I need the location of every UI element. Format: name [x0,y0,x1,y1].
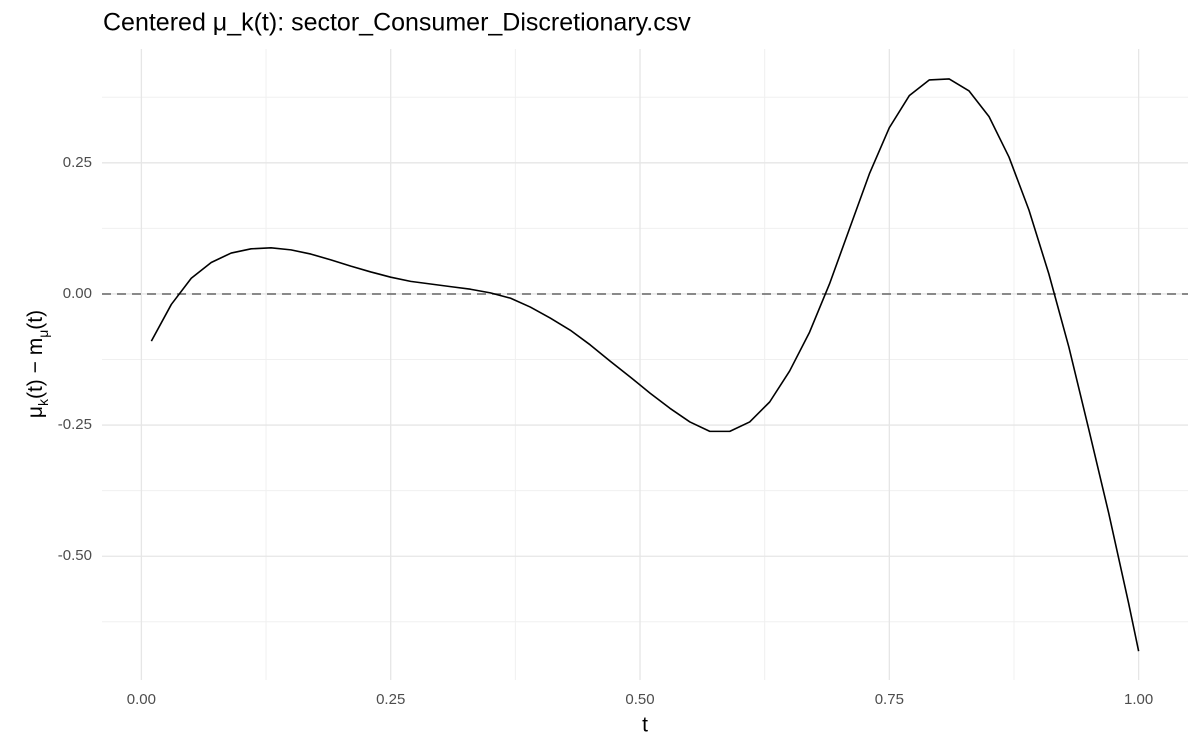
y-axis-title-part: (t) − m [24,338,47,399]
x-tick-label: 0.75 [875,691,904,708]
x-tick-label: 0.25 [376,691,405,708]
x-axis-title: t [642,714,648,737]
x-tick-label: 1.00 [1124,691,1153,708]
x-tick-label: 0.50 [625,691,654,708]
y-tick-label: -0.50 [58,547,92,564]
y-axis-title-part: μ [24,406,47,418]
y-axis-title: μk(t) − mμ(t) [24,310,51,418]
chart-title: Centered μ_k(t): sector_Consumer_Discret… [103,9,691,37]
y-axis-title-subscript: μ [35,330,51,338]
y-tick-label: 0.00 [63,285,92,302]
y-tick-label: 0.25 [63,154,92,171]
y-tick-label: -0.25 [58,416,92,433]
y-axis-title-part: (t) [24,310,47,330]
y-axis-title-subscript: k [35,398,51,406]
x-tick-label: 0.00 [127,691,156,708]
line [150,78,1140,652]
